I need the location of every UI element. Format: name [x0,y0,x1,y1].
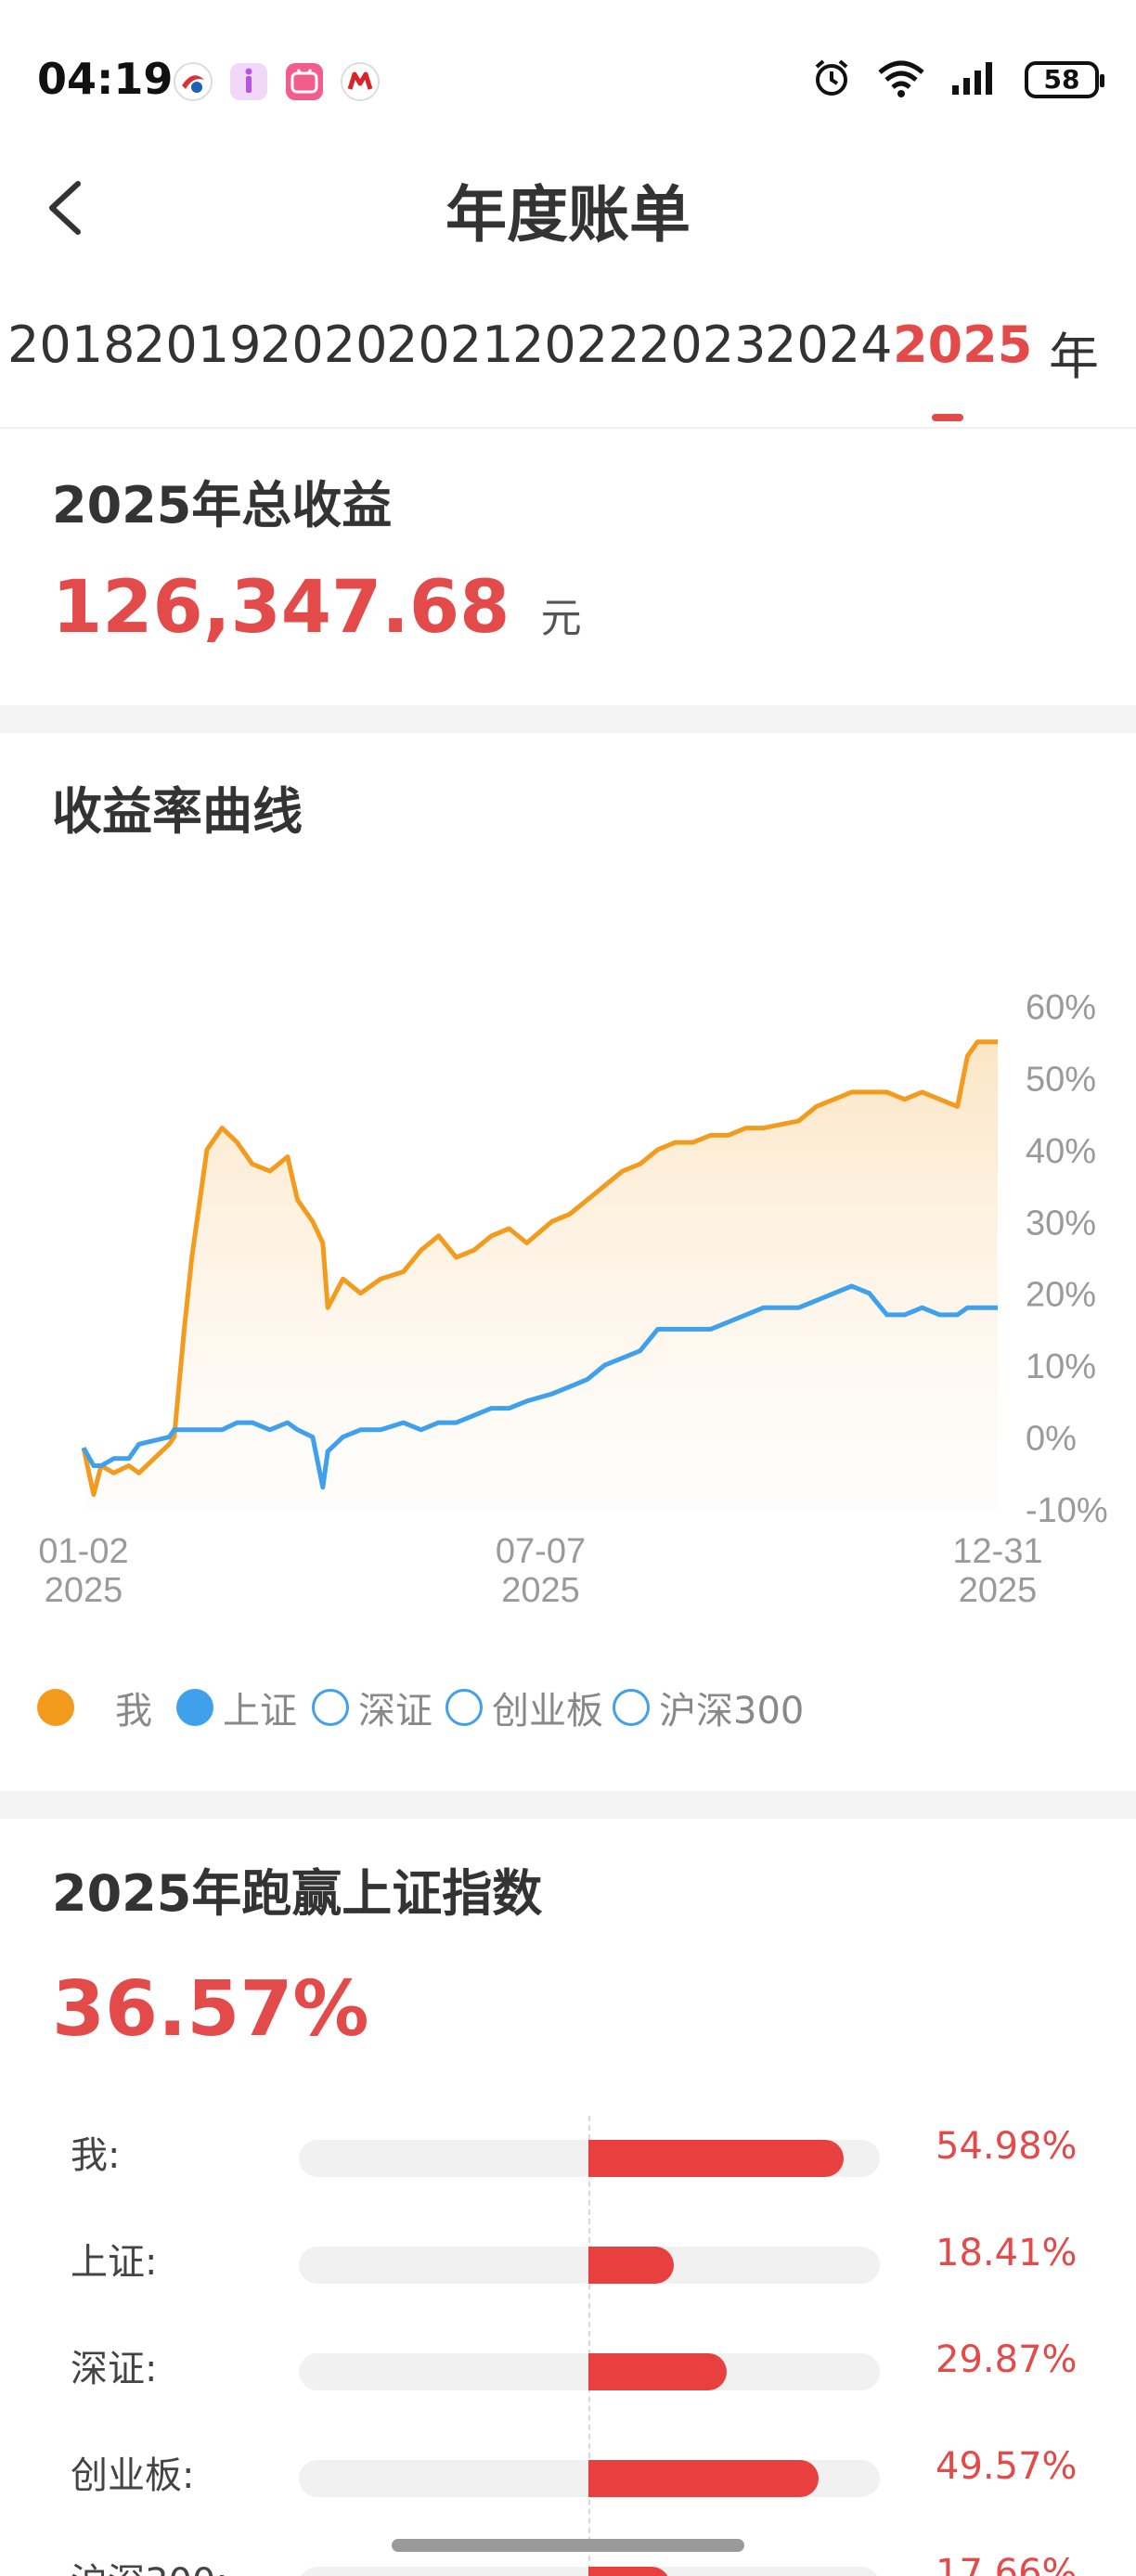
bar-label: 我: [71,2134,121,2177]
legend-item-me[interactable]: 我 [37,1680,152,1735]
series-line-sh [81,1283,998,1490]
status-time: 04:19 [37,54,174,104]
legend-item-sh[interactable]: 上证 [176,1680,297,1735]
return-chart: 60% 50% 40% 30% 20% 10% 0% -10% 01-02 2025 07-07 2… [0,947,1136,1633]
bar-value: 54.98% [936,2125,1078,2168]
legend-dot-cyb [445,1689,483,1726]
legend-dot-sz [312,1689,349,1726]
status-right: 58 [811,58,1104,102]
beat-index-title: 2025年跑赢上证指数 [52,1864,543,1923]
beat-index-value: 36.57% [52,1965,369,2054]
status-bar: 04:19 58 [0,0,1136,158]
series-area-me [84,1041,998,1509]
legend-label-sz: 深证 [358,1690,432,1732]
tab-2025[interactable]: 2025 [893,316,1033,374]
legend-label-sh: 上证 [223,1690,297,1732]
y-tick-label: 0% [1026,1420,1077,1459]
legend-dot-hs300 [613,1689,650,1726]
tab-2022[interactable]: 2022 [512,316,640,374]
ifind-app-icon [228,61,269,102]
tab-2024[interactable]: 2024 [765,316,893,374]
chevron-left-icon [49,181,81,235]
section-separator [0,705,1136,733]
bar-row-sh: 上证: 18.41% [0,2219,1136,2302]
y-tick-label: 50% [1026,1060,1096,1099]
alarm-icon [811,58,852,102]
legend-label-hs300: 沪深300 [659,1690,805,1732]
battery-icon: 58 [1025,61,1104,98]
bar-value: 29.87% [936,2338,1078,2381]
section-separator-2 [0,1791,1136,1819]
tab-2019[interactable]: 2019 [134,316,262,374]
legend-label-cyb: 创业板 [492,1690,603,1732]
legend-item-hs300[interactable]: 沪深300 [613,1680,804,1735]
return-curve-title: 收益率曲线 [52,782,303,841]
total-profit-title: 2025年总收益 [52,476,393,535]
total-profit-amount: 126,347.68 元 [52,566,582,650]
return-chart-svg: 60%50%40%30%20%10%0%-10% 01-02202507-072… [38,988,1108,1610]
cmb-app-icon [340,61,381,102]
tab-year-more[interactable]: 年 [1049,328,1099,386]
wifi-icon [876,58,926,102]
csdc-app-icon [173,61,213,102]
bar-value: 18.41% [936,2232,1078,2274]
tab-2021[interactable]: 2021 [386,316,514,374]
header: 年度账单 [0,158,1136,251]
bar-row-sz: 深证: 29.87% [0,2325,1136,2409]
bar-label: 创业板: [71,2454,195,2497]
y-tick-label: 30% [1026,1204,1096,1243]
bar-row-cyb: 创业板: 49.57% [0,2432,1136,2516]
x-tick-year: 2025 [45,1571,123,1610]
legend-item-sz[interactable]: 深证 [312,1680,432,1735]
page-title: 年度账单 [445,179,691,251]
bar-fill [588,2567,671,2576]
y-tick-label: 60% [1026,988,1096,1027]
tab-2020[interactable]: 2020 [260,316,388,374]
bar-label: 上证: [71,2241,158,2284]
y-tick-label: 40% [1026,1132,1096,1171]
bilibili-app-icon [284,61,325,102]
bar-value: 49.57% [936,2445,1078,2488]
bar-zero-line [588,2116,590,2576]
x-tick-date: 12-31 [952,1532,1042,1571]
x-tick-date: 07-07 [496,1532,586,1571]
legend-label-me: 我 [115,1690,152,1732]
total-profit-unit: 元 [540,595,582,642]
bar-row-hs300: 沪深300: 17.66% [0,2539,1136,2576]
chart-legend: 我 上证 深证 创业板 沪深300 [37,1680,1114,1735]
legend-item-cyb[interactable]: 创业板 [445,1680,603,1735]
y-tick-label: -10% [1026,1491,1108,1530]
home-indicator[interactable] [392,2539,744,2552]
x-tick-year: 2025 [959,1571,1038,1610]
tab-2018[interactable]: 2018 [7,316,136,374]
bar-value: 17.66% [936,2552,1078,2576]
bar-fill [588,2140,844,2177]
bar-label: 深证: [71,2348,158,2390]
back-button[interactable] [37,174,93,239]
y-tick-label: 10% [1026,1347,1096,1386]
bar-fill [588,2353,728,2390]
active-tab-indicator [932,414,963,421]
tab-2023[interactable]: 2023 [639,316,767,374]
bar-label: 沪深300: [71,2552,228,2576]
total-profit-value: 126,347.68 [52,566,510,650]
x-tick-year: 2025 [501,1571,580,1610]
y-tick-label: 20% [1026,1276,1096,1315]
divider [0,427,1136,429]
series-line-me [81,1039,998,1497]
bar-fill [588,2460,819,2497]
bar-row-me: 我: 54.98% [0,2112,1136,2196]
legend-dot-sh [176,1689,213,1726]
x-tick-date: 01-02 [38,1532,128,1571]
signal-icon [950,59,1000,100]
year-tabs: 2018 2019 2020 2021 2022 2023 2024 2025 … [0,297,1136,427]
bar-fill [588,2247,675,2284]
legend-dot-me [37,1689,74,1726]
